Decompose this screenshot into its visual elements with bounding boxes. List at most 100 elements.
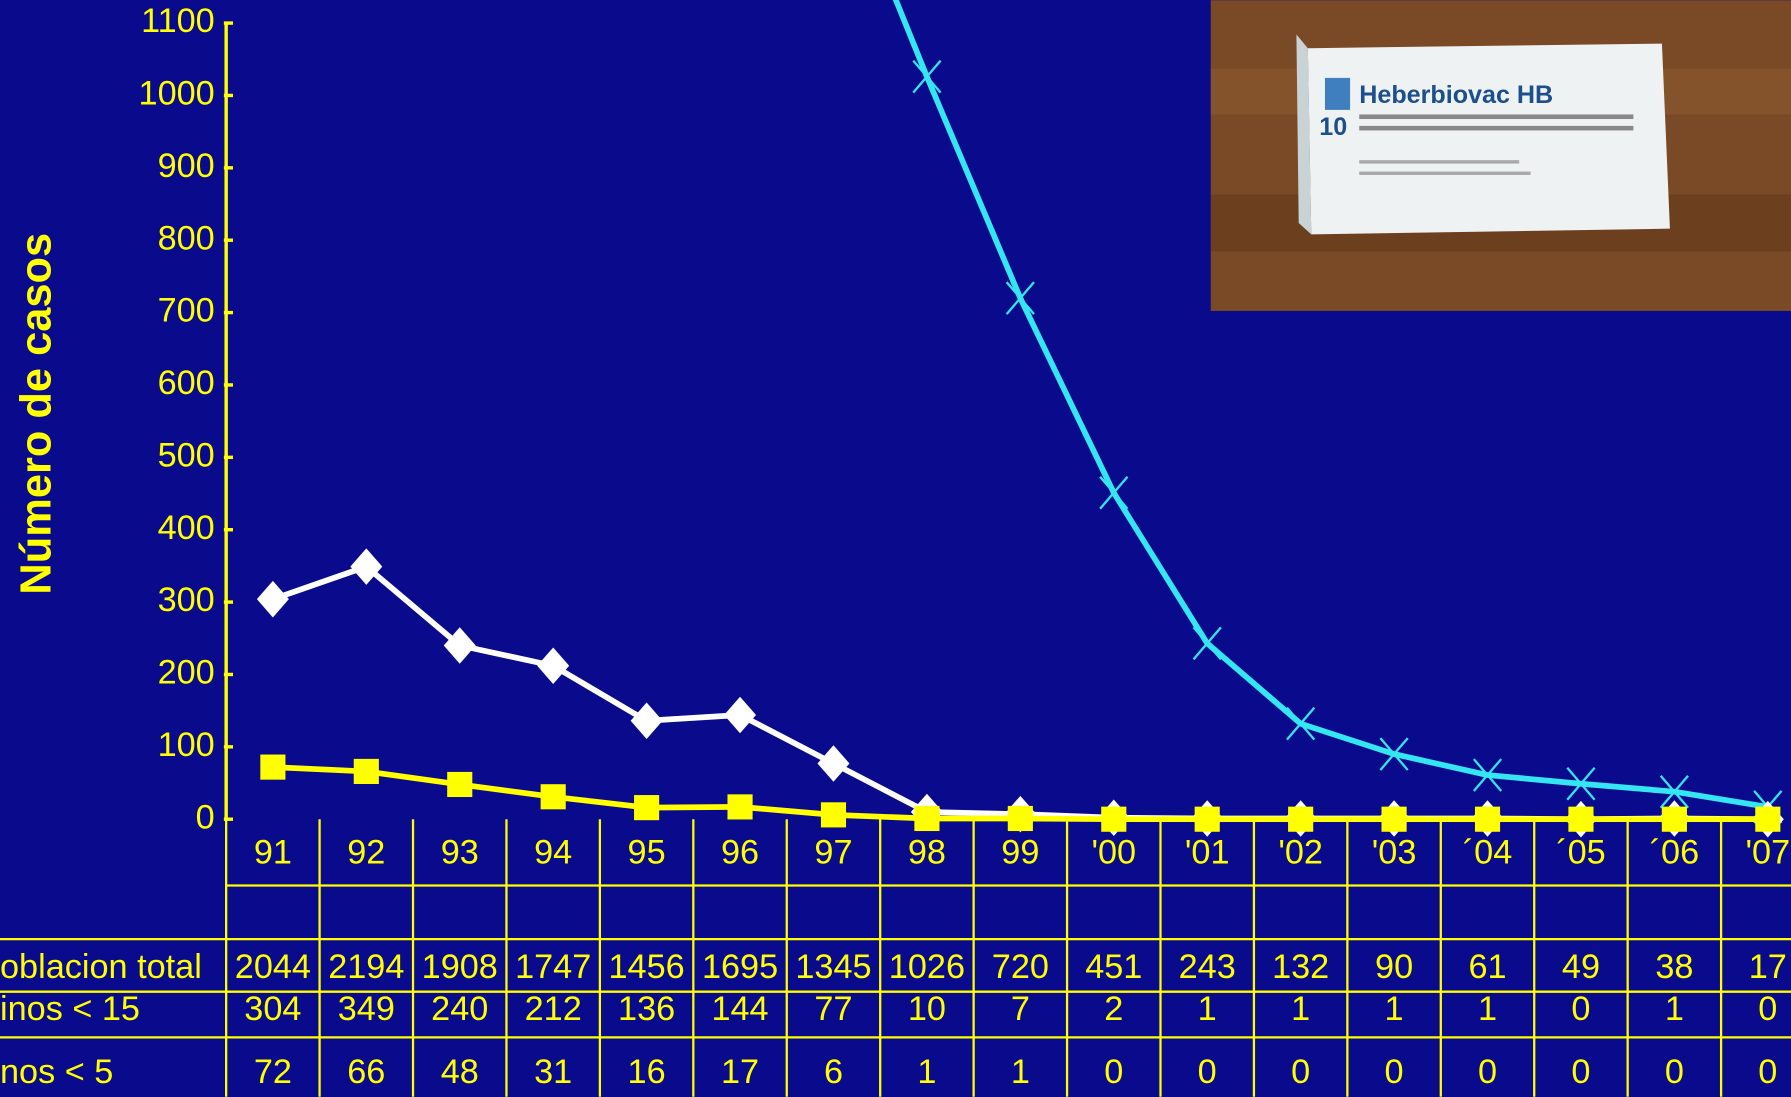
x-tick-label: '03 — [1372, 834, 1417, 872]
x-tick-label: '02 — [1278, 834, 1323, 872]
x-tick-label: '07 — [1745, 834, 1790, 872]
point — [727, 794, 753, 820]
table-cell: 243 — [1179, 948, 1236, 986]
y-tick-label: 1000 — [139, 75, 215, 113]
x-tick-label: 97 — [814, 834, 852, 872]
table-cell: 90 — [1375, 948, 1413, 986]
point — [447, 771, 473, 798]
table-cell: 0 — [1385, 1053, 1404, 1091]
table-cell: 1 — [1198, 990, 1217, 1028]
y-tick-label: 500 — [158, 436, 215, 474]
table-cell: 17 — [721, 1053, 759, 1091]
photo-box-badge: 10 — [1319, 113, 1347, 141]
point — [1192, 626, 1222, 661]
photo-box-text — [1359, 114, 1634, 120]
table-cell: 0 — [1198, 1053, 1217, 1091]
table-cell: 1 — [917, 1053, 936, 1091]
y-tick-label: 0 — [196, 798, 215, 836]
point — [817, 745, 850, 782]
table-cell: 0 — [1571, 1053, 1590, 1091]
table-cell: 1 — [1478, 990, 1497, 1028]
y-tick-label: 300 — [158, 581, 215, 619]
y-tick-label: 900 — [158, 147, 215, 185]
table-cell: 77 — [814, 990, 852, 1028]
point — [1101, 806, 1127, 832]
x-tick-label: 96 — [721, 834, 759, 872]
table-cell: 0 — [1291, 1053, 1310, 1091]
table-cell: 1695 — [702, 948, 778, 986]
photo-box-title: Heberbiovac HB — [1359, 81, 1553, 109]
point — [1566, 767, 1596, 801]
table-cell: 2194 — [328, 948, 404, 986]
table-cell: 1345 — [795, 948, 871, 986]
table-cell: 0 — [1478, 1053, 1497, 1091]
table-cell: 212 — [525, 990, 582, 1028]
table-cell: 2044 — [235, 948, 311, 986]
point — [540, 784, 566, 810]
table-cell: 144 — [711, 990, 768, 1028]
table-cell: 240 — [431, 990, 488, 1028]
x-tick-label: 91 — [254, 834, 292, 872]
table-cell: 2 — [1104, 990, 1123, 1028]
point — [1661, 806, 1687, 832]
row-label: inos < 15 — [0, 990, 140, 1028]
y-tick-label: 800 — [158, 219, 215, 257]
table-cell: 1908 — [422, 948, 498, 986]
table-cell: 1 — [1385, 990, 1404, 1028]
table-cell: 0 — [1758, 990, 1777, 1028]
y-axis-label: Número de casos — [12, 233, 60, 595]
table-cell: 1 — [1291, 990, 1310, 1028]
table-cell: 49 — [1562, 948, 1600, 986]
photo-box-text — [1359, 171, 1531, 175]
row-label: nos < 5 — [0, 1053, 113, 1091]
point — [820, 802, 847, 828]
x-tick-label: 93 — [441, 834, 479, 872]
table-cell: 66 — [347, 1053, 385, 1091]
table-cell: 304 — [244, 990, 301, 1028]
point — [1474, 806, 1501, 832]
point — [914, 805, 940, 832]
y-tick-label: 1100 — [141, 2, 215, 40]
table-cell: 136 — [618, 990, 675, 1028]
photo-box — [1307, 43, 1670, 235]
point — [1005, 281, 1035, 315]
point — [1286, 706, 1316, 741]
point — [256, 580, 289, 618]
point — [1755, 806, 1781, 832]
y-tick-label: 100 — [158, 726, 215, 764]
table-cell: 6 — [824, 1053, 843, 1091]
table-cell: 720 — [992, 948, 1049, 986]
photo-box-text — [1359, 160, 1520, 164]
photo: Heberbiovac HB 10 — [1210, 0, 1791, 311]
y-tick-label: 700 — [158, 292, 215, 330]
table-cell: 451 — [1085, 948, 1142, 986]
point — [634, 795, 660, 821]
x-tick-label: 94 — [534, 834, 572, 872]
table-cell: 16 — [628, 1053, 666, 1091]
point — [1568, 806, 1594, 832]
photo-box-logo — [1324, 77, 1351, 110]
x-tick-label: '00 — [1091, 834, 1136, 872]
point — [443, 627, 476, 664]
table-cell: 1 — [1665, 990, 1684, 1028]
table-cell: 48 — [441, 1053, 479, 1091]
point — [260, 754, 286, 780]
point — [350, 548, 383, 585]
x-tick-label: 99 — [1001, 834, 1039, 872]
point — [1288, 806, 1314, 832]
x-tick-label: ´06 — [1650, 834, 1700, 872]
photo-box-text — [1359, 125, 1634, 131]
table-cell: 0 — [1571, 990, 1590, 1028]
table-cell: 0 — [1758, 1053, 1777, 1091]
point — [1381, 806, 1407, 832]
table-cell: 10 — [908, 990, 946, 1028]
point — [630, 702, 663, 740]
table-cell: 0 — [1665, 1053, 1684, 1091]
point — [912, 59, 942, 94]
y-tick-label: 600 — [158, 364, 215, 402]
table-cell: 1026 — [889, 948, 965, 986]
table-cell: 1456 — [609, 948, 685, 986]
x-tick-label: ´04 — [1463, 834, 1513, 872]
table-cell: 38 — [1655, 948, 1693, 986]
